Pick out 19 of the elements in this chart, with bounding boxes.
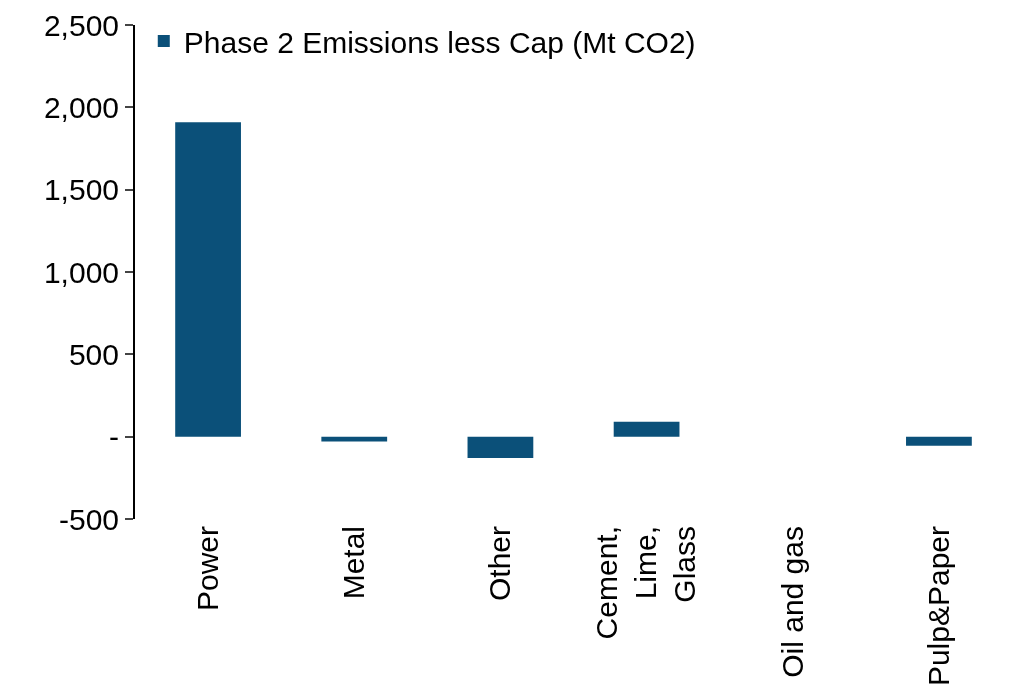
- bar: [467, 436, 534, 459]
- y-tick-label: 500: [68, 337, 119, 371]
- y-tick-label: -500: [58, 502, 119, 536]
- y-tick-label: 1,000: [43, 255, 119, 289]
- x-tick-label: Power: [190, 526, 224, 612]
- legend-label: Phase 2 Emissions less Cap (Mt CO2): [183, 25, 696, 59]
- y-tick-label: 1,500: [43, 173, 119, 207]
- x-tick-label: Other: [483, 525, 517, 602]
- x-tick-label: Pulp&Paper: [921, 525, 955, 687]
- x-tick-label: Metal: [337, 526, 370, 600]
- y-tick-label: 2,000: [43, 90, 119, 124]
- bar: [321, 436, 388, 442]
- x-tick-label: Cement, Lime, Glass: [590, 526, 702, 640]
- y-tick-label: 2,500: [43, 8, 119, 42]
- bar: [906, 436, 972, 446]
- y-tick-label: -: [109, 420, 119, 454]
- bar: [175, 122, 241, 437]
- x-tick-label: Oil and gas: [775, 526, 809, 678]
- bar: [613, 421, 680, 437]
